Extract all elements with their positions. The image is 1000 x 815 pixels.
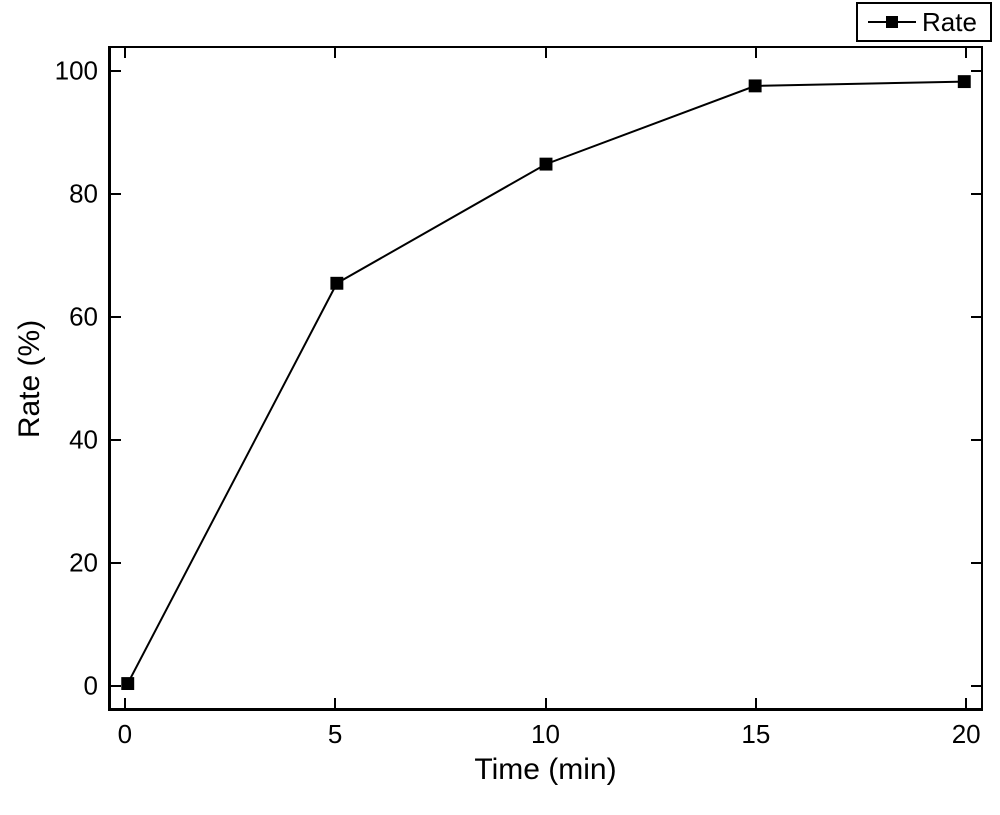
y-tick-label: 100 [55,55,98,86]
y-tick-label: 80 [69,178,98,209]
y-tick-mark-right [971,193,981,195]
y-tick-mark-right [971,439,981,441]
y-tick-label: 0 [84,671,98,702]
x-tick-mark-top [124,48,126,58]
x-tick-mark-top [755,48,757,58]
y-tick-mark [111,562,121,564]
data-point-marker [958,76,970,88]
chart-container: Rate Time (min) Rate (%) 0 5 10 15 20 0 20 40 6… [0,0,1000,815]
plot-area [108,46,983,711]
x-tick-mark [334,698,336,708]
y-tick-label: 40 [69,425,98,456]
y-tick-mark-right [971,316,981,318]
y-tick-mark [111,70,121,72]
data-point-marker [122,678,134,690]
data-point-marker [749,80,761,92]
y-tick-mark [111,316,121,318]
x-tick-mark [965,698,967,708]
legend-label: Rate [922,7,977,38]
y-tick-mark-right [971,685,981,687]
series-layer [111,48,981,708]
y-tick-label: 20 [69,548,98,579]
y-tick-mark [111,685,121,687]
y-tick-mark-right [971,562,981,564]
x-tick-label: 15 [741,719,770,750]
x-tick-mark [124,698,126,708]
legend-marker-icon [886,16,898,28]
x-tick-mark-top [545,48,547,58]
y-tick-mark [111,439,121,441]
x-tick-label: 20 [952,719,981,750]
y-axis-title: Rate (%) [13,319,47,437]
y-tick-label: 60 [69,301,98,332]
x-tick-label: 0 [118,719,132,750]
series-line [128,82,965,684]
data-point-marker [540,158,552,170]
x-axis-title: Time (min) [474,753,616,787]
legend-line-right [898,21,916,23]
x-tick-mark-top [334,48,336,58]
y-tick-mark [111,193,121,195]
x-tick-label: 5 [328,719,342,750]
x-tick-mark-top [965,48,967,58]
x-tick-mark [545,698,547,708]
chart-legend: Rate [856,2,992,42]
x-tick-label: 10 [531,719,560,750]
y-tick-mark-right [971,70,981,72]
data-point-marker [331,277,343,289]
legend-sample [868,16,916,28]
x-tick-mark [755,698,757,708]
legend-line-left [868,21,886,23]
